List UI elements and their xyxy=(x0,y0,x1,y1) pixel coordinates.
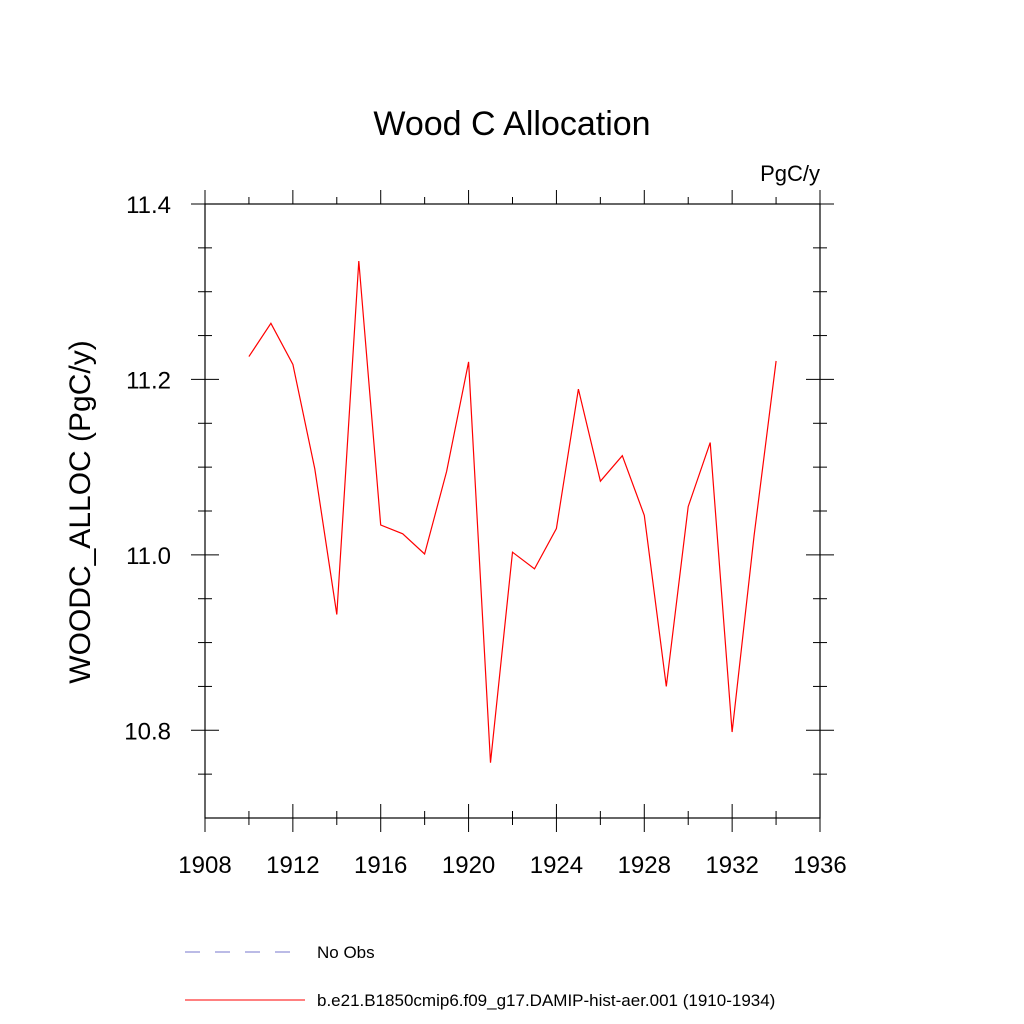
axis-ticks xyxy=(191,190,834,832)
x-tick-label: 1928 xyxy=(618,852,671,879)
legend-label: b.e21.B1850cmip6.f09_g17.DAMIP-hist-aer.… xyxy=(317,991,775,1010)
x-tick-label: 1908 xyxy=(178,852,231,879)
plot-frame xyxy=(204,203,821,819)
y-axis-label: WOODC_ALLOC (PgC/y) xyxy=(64,340,97,683)
y-tick-label: 11.4 xyxy=(126,192,171,219)
y-tick-label: 10.8 xyxy=(124,718,171,745)
y-tick-labels: 10.8 11.0 11.2 11.4 xyxy=(124,192,171,745)
x-tick-label: 1936 xyxy=(793,852,846,879)
legend: No Obs b.e21.B1850cmip6.f09_g17.DAMIP-his… xyxy=(185,943,775,1010)
series-line xyxy=(248,260,777,763)
chart-title: Wood C Allocation xyxy=(373,105,650,143)
x-tick-label: 1916 xyxy=(354,852,407,879)
units-label: PgC/y xyxy=(760,161,820,186)
legend-label: No Obs xyxy=(317,943,375,962)
x-tick-label: 1932 xyxy=(705,852,758,879)
x-tick-label: 1912 xyxy=(266,852,319,879)
y-tick-label: 11.0 xyxy=(126,543,171,570)
x-tick-labels: 1908 1912 1916 1920 1924 1928 1932 1936 xyxy=(178,852,846,879)
y-tick-label: 11.2 xyxy=(126,367,171,394)
x-tick-label: 1924 xyxy=(530,852,583,879)
x-tick-label: 1920 xyxy=(442,852,495,879)
series-layer xyxy=(248,260,777,763)
